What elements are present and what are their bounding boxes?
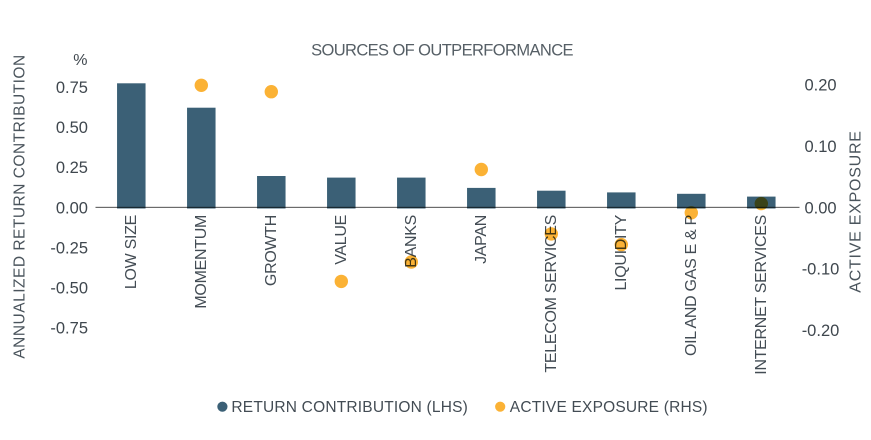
svg-text:LIQUIDITY: LIQUIDITY (613, 214, 630, 290)
svg-text:0.50: 0.50 (56, 119, 88, 137)
svg-text:TELECOM SERVICES: TELECOM SERVICES (543, 215, 560, 373)
svg-text:0.00: 0.00 (56, 199, 88, 217)
svg-text:ACTIVE EXPOSURE (RHS): ACTIVE EXPOSURE (RHS) (510, 399, 708, 416)
svg-text:0.25: 0.25 (56, 159, 88, 177)
svg-text:INTERNET SERVICES: INTERNET SERVICES (753, 215, 770, 375)
svg-text:0.20: 0.20 (804, 77, 836, 95)
svg-text:GROWTH: GROWTH (263, 215, 280, 286)
svg-text:ANNUALIZED RETURN CONTRIBUTION: ANNUALIZED RETURN CONTRIBUTION (12, 54, 29, 358)
svg-text:0.00: 0.00 (804, 199, 836, 217)
svg-text:-0.20: -0.20 (802, 322, 840, 340)
svg-text:OIL AND GAS E & P: OIL AND GAS E & P (683, 215, 700, 356)
svg-text:MOMENTUM: MOMENTUM (193, 215, 210, 309)
svg-text:-0.10: -0.10 (802, 261, 840, 279)
svg-text:0.10: 0.10 (804, 138, 836, 156)
svg-text:VALUE: VALUE (333, 215, 350, 265)
svg-text:RETURN CONTRIBUTION (LHS): RETURN CONTRIBUTION (LHS) (231, 399, 468, 416)
svg-text:LOW SIZE: LOW SIZE (123, 215, 140, 289)
svg-text:%: % (73, 52, 87, 69)
svg-text:ACTIVE EXPOSURE: ACTIVE EXPOSURE (848, 130, 865, 292)
svg-text:BANKS: BANKS (403, 215, 420, 268)
svg-text:0.75: 0.75 (56, 79, 88, 97)
svg-text:-0.25: -0.25 (50, 239, 88, 257)
svg-text:SOURCES OF OUTPERFORMANCE: SOURCES OF OUTPERFORMANCE (311, 42, 573, 60)
svg-text:JAPAN: JAPAN (473, 215, 490, 264)
svg-text:-0.75: -0.75 (50, 320, 88, 338)
svg-text:-0.50: -0.50 (50, 280, 88, 298)
